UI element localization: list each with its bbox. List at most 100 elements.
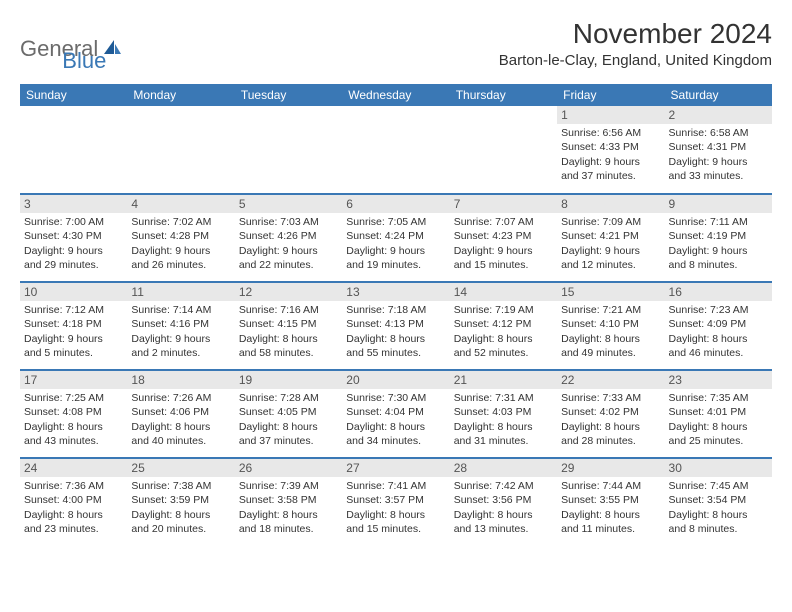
- cell-line: and 11 minutes.: [561, 522, 660, 536]
- cell-line: Sunrise: 7:11 AM: [669, 215, 768, 229]
- cell-line: Sunrise: 7:00 AM: [24, 215, 123, 229]
- cell-line: Sunset: 4:03 PM: [454, 405, 553, 419]
- cell-line: Sunrise: 7:30 AM: [346, 391, 445, 405]
- day-cell: 1Sunrise: 6:56 AMSunset: 4:33 PMDaylight…: [557, 106, 664, 194]
- cell-line: Sunrise: 7:21 AM: [561, 303, 660, 317]
- day-header: Tuesday: [235, 84, 342, 106]
- week-row: 17Sunrise: 7:25 AMSunset: 4:08 PMDayligh…: [20, 370, 772, 458]
- cell-line: Sunrise: 7:03 AM: [239, 215, 338, 229]
- cell-line: Daylight: 8 hours: [346, 332, 445, 346]
- day-cell: 6 Sunrise: 7:05 AMSunset: 4:24 PMDaylight…: [342, 194, 449, 282]
- day-cell: 29Sunrise: 7:44 AMSunset: 3:55 PMDayligh…: [557, 458, 664, 546]
- day-cell: 12Sunrise: 7:16 AMSunset: 4:15 PMDayligh…: [235, 282, 342, 370]
- day-number: 29: [557, 459, 664, 477]
- day-number: 14: [450, 283, 557, 301]
- cell-line: Sunrise: 7:19 AM: [454, 303, 553, 317]
- day-number: 24: [20, 459, 127, 477]
- cell-line: Sunrise: 7:42 AM: [454, 479, 553, 493]
- cell-line: Sunrise: 7:09 AM: [561, 215, 660, 229]
- cell-line: Daylight: 9 hours: [561, 244, 660, 258]
- calendar-body: 1Sunrise: 6:56 AMSunset: 4:33 PMDaylight…: [20, 106, 772, 546]
- week-row: 1Sunrise: 6:56 AMSunset: 4:33 PMDaylight…: [20, 106, 772, 194]
- day-number: 2: [665, 106, 772, 124]
- cell-line: Daylight: 8 hours: [669, 420, 768, 434]
- cell-line: Daylight: 8 hours: [131, 508, 230, 522]
- day-header-row: SundayMondayTuesdayWednesdayThursdayFrid…: [20, 84, 772, 106]
- cell-line: Sunrise: 7:23 AM: [669, 303, 768, 317]
- week-row: 24Sunrise: 7:36 AMSunset: 4:00 PMDayligh…: [20, 458, 772, 546]
- month-title: November 2024: [499, 18, 772, 50]
- cell-line: Sunrise: 7:26 AM: [131, 391, 230, 405]
- cell-line: Daylight: 9 hours: [454, 244, 553, 258]
- cell-line: and 43 minutes.: [24, 434, 123, 448]
- cell-line: Daylight: 9 hours: [131, 244, 230, 258]
- cell-line: Sunrise: 7:16 AM: [239, 303, 338, 317]
- day-cell: 4Sunrise: 7:02 AMSunset: 4:28 PMDaylight…: [127, 194, 234, 282]
- day-cell: 28Sunrise: 7:42 AMSunset: 3:56 PMDayligh…: [450, 458, 557, 546]
- day-number: 16: [665, 283, 772, 301]
- day-number: 21: [450, 371, 557, 389]
- cell-line: Sunset: 4:13 PM: [346, 317, 445, 331]
- day-header: Thursday: [450, 84, 557, 106]
- day-number: 15: [557, 283, 664, 301]
- cell-line: and 15 minutes.: [454, 258, 553, 272]
- day-cell: 23Sunrise: 7:35 AMSunset: 4:01 PMDayligh…: [665, 370, 772, 458]
- day-number: 4: [127, 195, 234, 213]
- cell-line: Daylight: 8 hours: [454, 508, 553, 522]
- day-header: Friday: [557, 84, 664, 106]
- cell-line: Daylight: 9 hours: [561, 155, 660, 169]
- day-number: 25: [127, 459, 234, 477]
- day-cell: 2Sunrise: 6:58 AMSunset: 4:31 PMDaylight…: [665, 106, 772, 194]
- cell-line: and 52 minutes.: [454, 346, 553, 360]
- cell-line: Sunrise: 7:45 AM: [669, 479, 768, 493]
- cell-line: Sunrise: 7:05 AM: [346, 215, 445, 229]
- day-cell: 11Sunrise: 7:14 AMSunset: 4:16 PMDayligh…: [127, 282, 234, 370]
- cell-line: Sunset: 4:28 PM: [131, 229, 230, 243]
- cell-line: Sunset: 4:06 PM: [131, 405, 230, 419]
- day-number: 13: [342, 283, 449, 301]
- cell-line: Sunrise: 7:35 AM: [669, 391, 768, 405]
- day-cell: 16 Sunrise: 7:23 AMSunset: 4:09 PMDayligh…: [665, 282, 772, 370]
- day-cell: [20, 106, 127, 194]
- cell-line: and 8 minutes.: [669, 258, 768, 272]
- cell-line: and 8 minutes.: [669, 522, 768, 536]
- cell-line: Sunset: 4:09 PM: [669, 317, 768, 331]
- cell-line: Daylight: 8 hours: [454, 332, 553, 346]
- cell-line: and 58 minutes.: [239, 346, 338, 360]
- cell-line: Sunset: 4:21 PM: [561, 229, 660, 243]
- cell-line: and 37 minutes.: [561, 169, 660, 183]
- cell-line: and 28 minutes.: [561, 434, 660, 448]
- cell-line: Daylight: 9 hours: [346, 244, 445, 258]
- cell-line: Daylight: 8 hours: [454, 420, 553, 434]
- cell-line: Daylight: 9 hours: [24, 244, 123, 258]
- cell-line: Sunrise: 7:44 AM: [561, 479, 660, 493]
- cell-line: Daylight: 8 hours: [669, 332, 768, 346]
- cell-line: and 22 minutes.: [239, 258, 338, 272]
- cell-line: Sunset: 4:23 PM: [454, 229, 553, 243]
- cell-line: Sunset: 4:05 PM: [239, 405, 338, 419]
- cell-line: Sunset: 4:16 PM: [131, 317, 230, 331]
- cell-line: Sunrise: 7:18 AM: [346, 303, 445, 317]
- day-cell: 21Sunrise: 7:31 AMSunset: 4:03 PMDayligh…: [450, 370, 557, 458]
- cell-line: Sunset: 4:33 PM: [561, 140, 660, 154]
- cell-line: Sunset: 4:18 PM: [24, 317, 123, 331]
- cell-line: Sunrise: 6:58 AM: [669, 126, 768, 140]
- day-cell: 3Sunrise: 7:00 AMSunset: 4:30 PMDaylight…: [20, 194, 127, 282]
- title-block: November 2024 Barton-le-Clay, England, U…: [499, 18, 772, 69]
- cell-line: Sunrise: 6:56 AM: [561, 126, 660, 140]
- cell-line: Daylight: 9 hours: [131, 332, 230, 346]
- cell-line: Sunset: 4:26 PM: [239, 229, 338, 243]
- cell-line: Sunset: 4:19 PM: [669, 229, 768, 243]
- cell-line: Sunrise: 7:25 AM: [24, 391, 123, 405]
- day-number: 3: [20, 195, 127, 213]
- day-header: Saturday: [665, 84, 772, 106]
- day-cell: 30Sunrise: 7:45 AMSunset: 3:54 PMDayligh…: [665, 458, 772, 546]
- cell-line: and 49 minutes.: [561, 346, 660, 360]
- day-number: 6: [342, 195, 449, 213]
- cell-line: Sunset: 4:02 PM: [561, 405, 660, 419]
- day-cell: 14Sunrise: 7:19 AMSunset: 4:12 PMDayligh…: [450, 282, 557, 370]
- day-number: 19: [235, 371, 342, 389]
- cell-line: Sunset: 3:57 PM: [346, 493, 445, 507]
- cell-line: Sunset: 4:24 PM: [346, 229, 445, 243]
- day-header: Wednesday: [342, 84, 449, 106]
